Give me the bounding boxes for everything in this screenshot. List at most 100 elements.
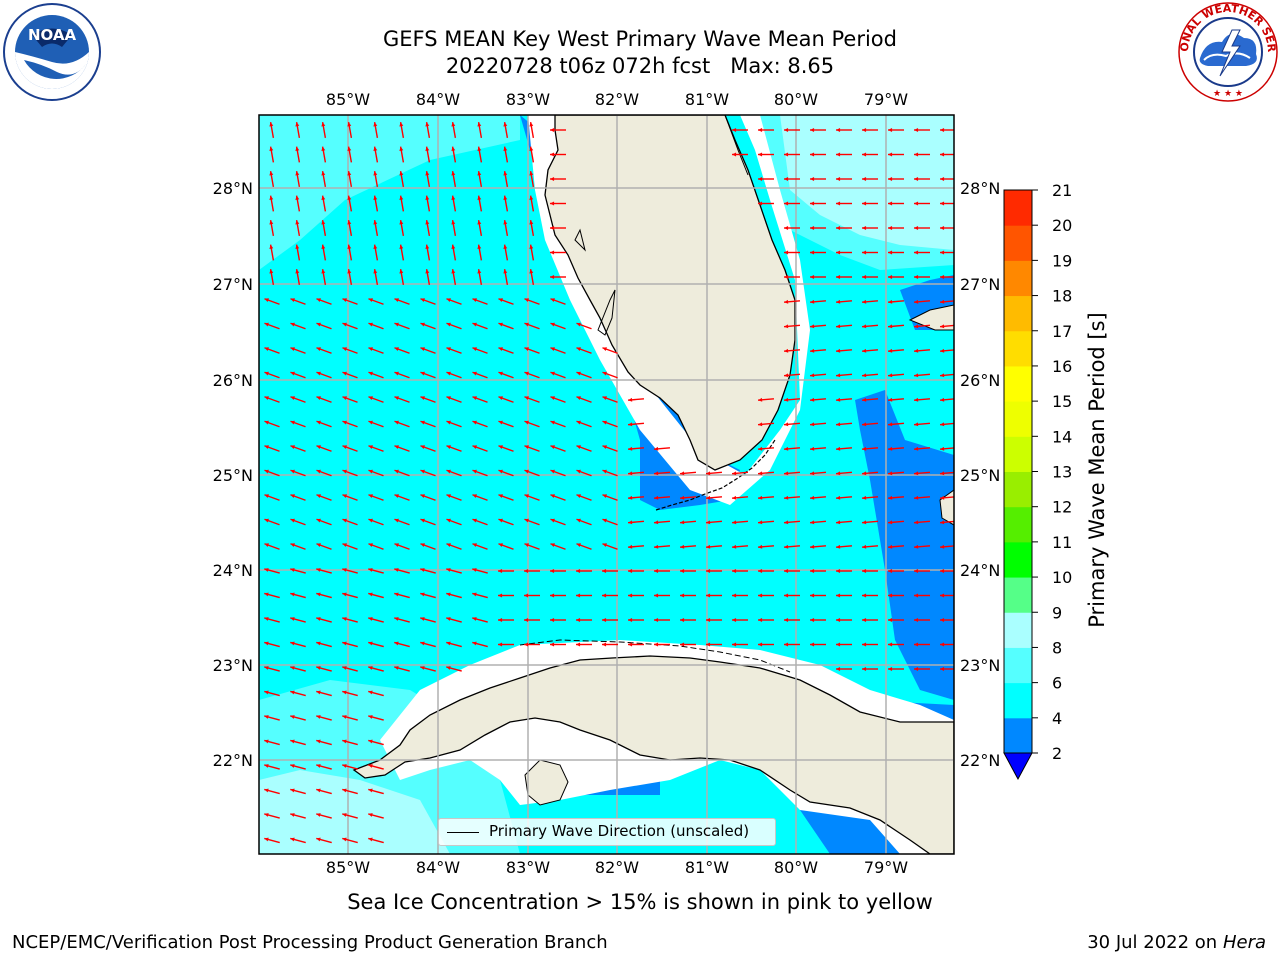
wave-arrow	[264, 764, 280, 770]
wave-arrow	[290, 617, 306, 623]
wave-arrow	[394, 396, 410, 403]
wave-arrow	[368, 739, 384, 746]
wave-arrow	[524, 593, 540, 598]
wave-arrow	[914, 618, 930, 622]
wave-arrow	[810, 128, 826, 132]
wave-arrow	[394, 322, 410, 330]
wave-arrow	[550, 420, 566, 428]
wave-arrow	[368, 568, 384, 574]
lat-tick-label-left: 22°N	[213, 751, 253, 770]
wave-arrow	[264, 788, 280, 795]
wave-arrow	[654, 569, 670, 573]
wave-arrow	[628, 569, 644, 573]
wave-arrow	[550, 642, 566, 647]
wave-arrow	[425, 146, 431, 163]
wave-arrow	[368, 690, 384, 697]
colorbar-segment	[1004, 612, 1032, 648]
wave-arrow	[368, 371, 384, 379]
wave-arrow	[913, 495, 931, 500]
wave-arrow	[316, 788, 332, 795]
wave-arrow	[420, 666, 436, 672]
wave-arrow	[316, 396, 332, 403]
wave-arrow	[342, 322, 358, 330]
wave-arrow	[290, 298, 306, 305]
wave-arrow	[653, 520, 671, 525]
wave-arrow	[394, 469, 410, 477]
wave-arrow	[653, 495, 671, 500]
legend-label: Primary Wave Direction (unscaled)	[489, 822, 750, 840]
wave-arrow	[627, 544, 645, 549]
wave-arrow	[888, 667, 904, 671]
colorbar-segment	[1004, 541, 1032, 578]
wave-arrow	[836, 667, 852, 671]
wave-arrow	[295, 244, 301, 261]
wave-arrow	[862, 275, 878, 279]
wave-arrow	[368, 396, 384, 403]
wave-arrow	[472, 617, 488, 623]
lat-tick-label-left: 27°N	[213, 275, 253, 294]
wave-arrow	[290, 371, 306, 379]
wave-arrow	[550, 177, 566, 181]
wave-arrow	[446, 371, 462, 379]
wave-arrow	[342, 568, 358, 574]
wave-arrow	[550, 618, 566, 622]
wave-arrow	[342, 445, 358, 452]
wave-arrow	[887, 544, 905, 549]
colorbar-tick-label: 6	[1052, 674, 1062, 693]
wave-arrow	[394, 592, 410, 599]
wave-arrow	[368, 347, 384, 354]
wave-arrow	[862, 569, 878, 573]
wave-arrow	[887, 373, 905, 378]
wave-arrow	[347, 121, 353, 139]
nws-logo: NATIONAL WEATHER SERVICE ★ ★ ★	[1176, 0, 1278, 102]
colorbar-tick-label: 14	[1052, 427, 1072, 446]
wave-arrow	[888, 642, 904, 647]
wave-arrow	[653, 544, 671, 549]
wave-arrow	[264, 518, 280, 526]
wave-arrow	[731, 520, 749, 525]
wave-arrow	[783, 299, 801, 304]
wave-arrow	[529, 195, 535, 212]
wave-arrow	[732, 569, 748, 573]
wave-arrow	[373, 121, 379, 139]
wave-arrow	[679, 544, 697, 549]
wave-arrow	[295, 146, 301, 163]
wave-arrow	[783, 397, 801, 402]
lon-tick-label-bottom: 79°W	[864, 858, 908, 877]
wave-arrow	[420, 617, 436, 623]
wave-arrow	[861, 471, 879, 476]
wave-arrow	[602, 518, 618, 526]
zone-9-10-sw	[259, 770, 450, 854]
lon-tick-label-bottom: 81°W	[685, 858, 729, 877]
wave-arrow	[550, 371, 566, 379]
wave-arrow	[394, 347, 410, 354]
wave-arrow	[342, 764, 358, 770]
wave-arrow	[913, 348, 931, 353]
wave-arrow	[399, 121, 405, 139]
wave-arrow	[316, 445, 332, 452]
wave-arrow	[887, 471, 905, 476]
wave-arrow	[758, 152, 774, 157]
colorbar-tick-label: 9	[1052, 603, 1062, 622]
wave-arrow	[524, 371, 540, 379]
wave-arrow	[498, 642, 514, 647]
wave-arrow	[887, 397, 905, 402]
wave-arrow	[477, 244, 483, 261]
wave-arrow	[425, 170, 431, 188]
wave-arrow	[446, 298, 462, 305]
wave-arrow	[576, 618, 592, 622]
wave-arrow	[477, 146, 483, 163]
wave-arrow	[420, 641, 436, 648]
wave-arrow	[887, 299, 905, 304]
wave-arrow	[342, 518, 358, 526]
colorbar-segment	[1004, 365, 1032, 402]
wave-arrow	[321, 146, 327, 163]
wave-arrow	[316, 764, 332, 770]
wave-arrow	[316, 371, 332, 379]
wave-arrow	[758, 618, 774, 622]
wave-arrow	[810, 226, 826, 230]
wave-arrow	[373, 195, 379, 212]
wave-arrow	[784, 642, 800, 647]
wave-arrow	[680, 569, 696, 573]
land-florida	[544, 115, 796, 471]
